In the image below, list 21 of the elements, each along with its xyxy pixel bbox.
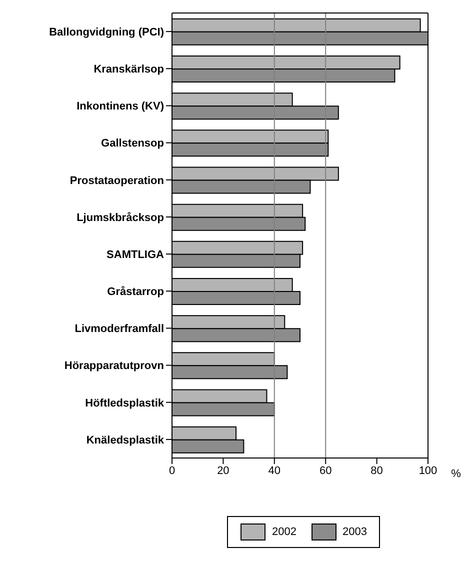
x-axis-title: % bbox=[451, 468, 462, 480]
y-tick-label: Knäledsplastik bbox=[86, 434, 165, 446]
legend-label: 2002 bbox=[272, 526, 296, 538]
y-tick-label: Höftledsplastik bbox=[85, 397, 165, 410]
x-tick-label: 100 bbox=[418, 464, 438, 477]
y-tick-label: Ljumskbråcksop bbox=[76, 210, 164, 224]
x-tick-label: 80 bbox=[370, 464, 383, 477]
y-tick-label: Livmoderframfall bbox=[74, 323, 164, 336]
y-tick-label: SAMTLIGA bbox=[106, 248, 164, 261]
y-tick-label: Kranskärlsop bbox=[94, 64, 164, 76]
y-tick-label: Gråstarrop bbox=[107, 285, 164, 298]
y-tick-label: Inkontinens (KV) bbox=[76, 100, 164, 113]
y-tick-label: Hörapparatutprovn bbox=[64, 360, 164, 372]
legend-label: 2003 bbox=[342, 526, 367, 538]
x-tick-label: 0 bbox=[168, 464, 176, 477]
y-tick-label: Gallstensop bbox=[101, 138, 164, 150]
x-tick-label: 20 bbox=[217, 464, 230, 477]
y-tick-label: Ballongvidgning (PCI) bbox=[49, 26, 164, 38]
x-tick-label: 60 bbox=[319, 464, 332, 477]
x-tick-label: 40 bbox=[268, 464, 281, 477]
y-tick-label: Prostataoperation bbox=[70, 174, 164, 187]
